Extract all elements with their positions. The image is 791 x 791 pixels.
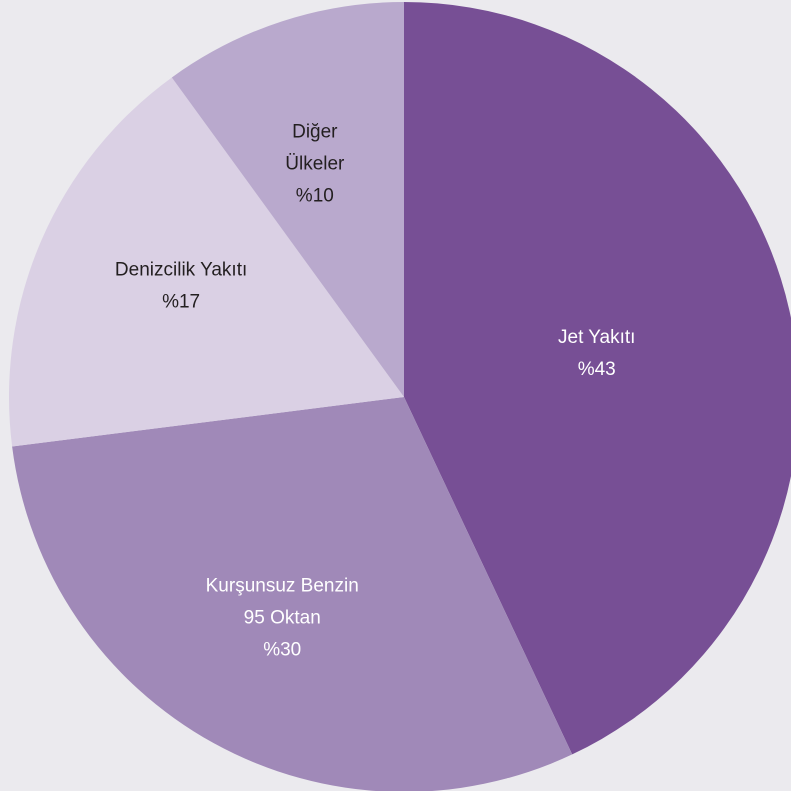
slice-label: Denizcilik Yakıtı %17	[115, 259, 247, 312]
slice-label-line: %10	[296, 186, 334, 207]
pie-slices	[9, 2, 791, 791]
slice-label-line: %30	[263, 640, 301, 661]
slice-label-line: 95 Oktan	[244, 608, 321, 629]
slice-label-line: Jet Yakıtı	[558, 327, 635, 348]
slice-label-line: Denizcilik Yakıtı	[115, 259, 247, 280]
slice-label-line: %43	[578, 359, 616, 380]
pie-labels: Jet Yakıtı %43 Kurşunsuz Benzin 95 Oktan %30…	[115, 122, 636, 661]
slice-label-line: %17	[162, 291, 200, 312]
pie-slice	[9, 77, 404, 447]
pie-slice	[171, 2, 404, 397]
slice-label-line: Diğer	[292, 122, 338, 143]
slice-label-line: Kurşunsuz Benzin	[206, 576, 359, 597]
pie-slice	[12, 397, 573, 791]
pie-slice	[404, 2, 791, 755]
slice-label: Kurşunsuz Benzin 95 Oktan %30	[206, 576, 359, 661]
slice-label-line: Ülkeler	[285, 154, 345, 175]
slice-label: Jet Yakıtı %43	[558, 327, 635, 380]
slice-label: Diğer Ülkeler %10	[285, 122, 345, 207]
